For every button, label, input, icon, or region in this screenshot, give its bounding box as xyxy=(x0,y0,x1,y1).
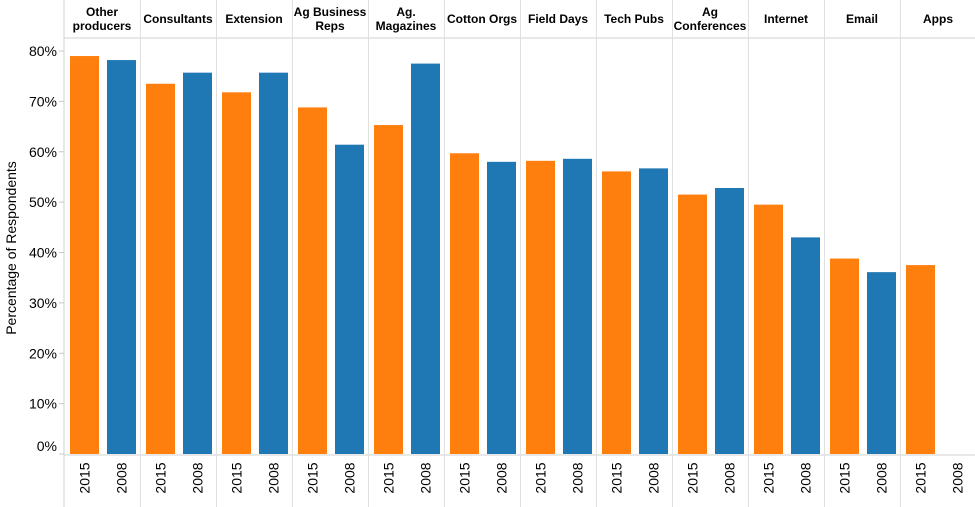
bar-2008 xyxy=(259,72,288,454)
category-label: Other producers xyxy=(73,5,132,33)
category-label-line: Ag Business xyxy=(294,5,367,19)
bar-2008 xyxy=(107,60,136,454)
y-tick-label: 50% xyxy=(29,194,57,210)
bar-2015 xyxy=(70,56,99,454)
y-tick-label: 60% xyxy=(29,144,57,160)
category-label: Ag Business Reps xyxy=(294,5,367,33)
year-tick-label: 2008 xyxy=(798,462,814,493)
year-tick-label: 2008 xyxy=(950,462,966,493)
category-label: Consultants xyxy=(143,12,213,26)
bar-2015 xyxy=(678,194,707,454)
year-tick-label: 2015 xyxy=(533,462,549,493)
y-tick-label: 30% xyxy=(29,295,57,311)
year-tick-label: 2015 xyxy=(153,462,169,493)
y-tick-label: 80% xyxy=(29,43,57,59)
year-tick-label: 2008 xyxy=(722,462,738,493)
year-tick-label: 2015 xyxy=(77,462,93,493)
category-header: Other producers Consultants Extension Ag Bus… xyxy=(73,5,954,33)
bar-2008 xyxy=(867,272,896,454)
year-tick-label: 2015 xyxy=(381,462,397,493)
year-tick-label: 2008 xyxy=(646,462,662,493)
year-tick-label: 2015 xyxy=(229,462,245,493)
bar-2008 xyxy=(183,72,212,454)
bar-2008 xyxy=(715,188,744,454)
y-tick-label: 40% xyxy=(29,245,57,261)
year-tick-label: 2008 xyxy=(874,462,890,493)
bar-2008 xyxy=(411,63,440,454)
year-tick-label: 2015 xyxy=(761,462,777,493)
category-label-line: producers xyxy=(73,19,132,33)
year-tick-label: 2008 xyxy=(494,462,510,493)
y-axis: 0% 10% 20% 30% 40% 50% 60% 70% 80% xyxy=(29,43,64,455)
bar-2015 xyxy=(298,107,327,455)
bar-2015 xyxy=(602,171,631,455)
bar-2015 xyxy=(374,125,403,455)
category-label-line: Other xyxy=(86,5,118,19)
y-axis-title: Percentage of Respondents xyxy=(3,161,19,335)
bar-2015 xyxy=(830,258,859,454)
year-tick-label: 2015 xyxy=(305,462,321,493)
bar-2008 xyxy=(563,158,592,455)
y-tick-label: 10% xyxy=(29,396,57,412)
y-tick-label: 70% xyxy=(29,93,57,109)
x-axis-years: 2015 2008 2015 2008 2015 2008 2015 2008 2015 2008… xyxy=(77,462,966,493)
category-label: Ag Conferences xyxy=(674,5,747,33)
category-label-line: Ag. xyxy=(396,5,415,19)
bar-2015 xyxy=(526,160,555,454)
bar-2015 xyxy=(146,83,175,455)
category-label-line: Ag xyxy=(702,5,718,19)
bars xyxy=(70,56,935,455)
year-tick-label: 2015 xyxy=(609,462,625,493)
bar-2015 xyxy=(906,265,935,454)
bar-2015 xyxy=(450,153,479,455)
year-tick-label: 2015 xyxy=(837,462,853,493)
bar-2008 xyxy=(791,237,820,454)
year-tick-label: 2008 xyxy=(570,462,586,493)
y-tick-label: 0% xyxy=(37,438,57,454)
y-tick-label: 20% xyxy=(29,345,57,361)
bar-2015 xyxy=(222,92,251,455)
category-label: Apps xyxy=(923,12,953,26)
year-tick-label: 2015 xyxy=(457,462,473,493)
panel-dividers xyxy=(63,0,975,507)
year-tick-label: 2015 xyxy=(913,462,929,493)
category-label: Extension xyxy=(225,12,282,26)
year-tick-label: 2008 xyxy=(418,462,434,493)
bar-2008 xyxy=(487,161,516,454)
category-label-line: Reps xyxy=(315,19,345,33)
bar-2008 xyxy=(639,168,668,454)
year-tick-label: 2008 xyxy=(114,462,130,493)
category-label: Tech Pubs xyxy=(604,12,664,26)
year-tick-label: 2015 xyxy=(685,462,701,493)
category-label-line: Conferences xyxy=(674,19,747,33)
year-tick-label: 2008 xyxy=(342,462,358,493)
year-tick-label: 2008 xyxy=(266,462,282,493)
category-label: Field Days xyxy=(528,12,588,26)
bar-2015 xyxy=(754,204,783,454)
category-label: Internet xyxy=(764,12,808,26)
bar-2008 xyxy=(335,144,364,454)
year-tick-label: 2008 xyxy=(190,462,206,493)
category-label-line: Magazines xyxy=(376,19,437,33)
category-label: Ag. Magazines xyxy=(376,5,437,33)
category-label: Email xyxy=(846,12,878,26)
category-label: Cotton Orgs xyxy=(447,12,517,26)
